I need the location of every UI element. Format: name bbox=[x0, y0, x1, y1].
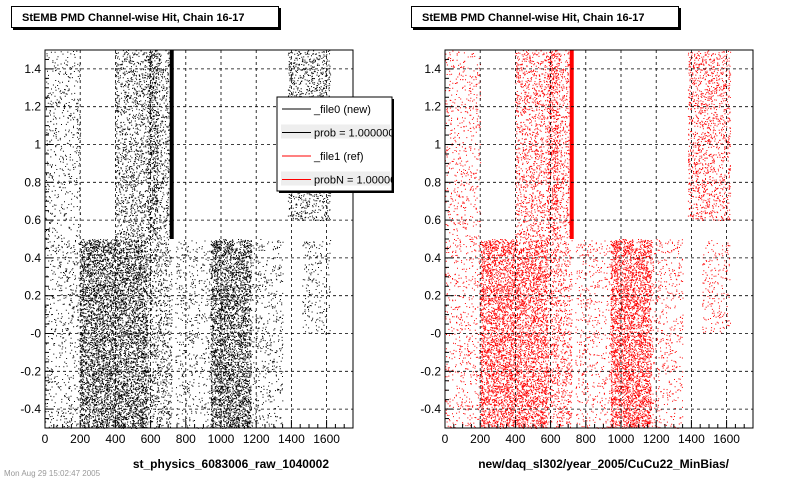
y-tick-label: -0.4 bbox=[20, 402, 41, 416]
x-tick-label: 800 bbox=[176, 432, 196, 446]
scatter-hit-points bbox=[445, 50, 732, 429]
scatter-points bbox=[45, 50, 332, 429]
y-tick-label: -0 bbox=[430, 327, 441, 341]
chart-title-left: StEMB PMD Channel-wise Hit, Chain 16-17 bbox=[11, 6, 279, 28]
y-tick-label: -0 bbox=[30, 327, 41, 341]
x-tick-label: 1000 bbox=[608, 432, 635, 446]
x-tick-label: 1400 bbox=[678, 432, 705, 446]
y-tick-label: -0.2 bbox=[20, 364, 41, 378]
legend-label: prob = 1.000000 bbox=[314, 128, 394, 140]
plot-panel-right: 0 200 400 600 800 1000 1200 1400 1600 -0.4 -0.2 -0 0… bbox=[420, 49, 754, 471]
chart-title-right: StEMB PMD Channel-wise Hit, Chain 16-17 bbox=[411, 6, 679, 28]
legend: _file0 (new) prob = 1.000000 _file1 (ref) p… bbox=[276, 96, 402, 193]
x-axis-label: new/daq_sl302/year_2005/CuCu22_MinBias/ bbox=[478, 457, 729, 471]
y-tick-label: 0.2 bbox=[24, 289, 41, 303]
x-axis-label: st_physics_6083006_raw_1040002 bbox=[133, 457, 329, 471]
y-tick-label: 0.4 bbox=[424, 251, 441, 265]
x-tick-label: 1200 bbox=[243, 432, 270, 446]
y-tick-label: 0.4 bbox=[24, 251, 41, 265]
legend-label: probN = 1.000000 bbox=[314, 175, 402, 187]
x-tick-label: 200 bbox=[70, 432, 90, 446]
y-tick-label: 1.2 bbox=[24, 100, 41, 114]
y-tick-label: 0.2 bbox=[424, 289, 441, 303]
y-tick-label: 0.8 bbox=[24, 175, 41, 189]
y-tick-label: 1.2 bbox=[424, 100, 441, 114]
grid-lines bbox=[445, 50, 753, 428]
x-tick-label: 400 bbox=[505, 432, 525, 446]
plot-panel-left: 0 200 400 600 800 1000 1200 1400 1600 -0.4 -0.2 -0 0… bbox=[20, 49, 402, 471]
x-tick-label: 800 bbox=[576, 432, 596, 446]
x-tick-label: 1600 bbox=[713, 432, 740, 446]
x-tick-label: 1600 bbox=[313, 432, 340, 446]
legend-entry-bg bbox=[281, 124, 390, 139]
x-tick-label: 1200 bbox=[643, 432, 670, 446]
y-tick-label: 0.6 bbox=[24, 213, 41, 227]
legend-label: _file0 (new) bbox=[313, 104, 371, 116]
y-tick-label: 1 bbox=[434, 138, 441, 152]
plot-frame bbox=[444, 49, 754, 429]
y-tick-label: -0.4 bbox=[420, 402, 441, 416]
y-tick-label: -0.2 bbox=[420, 364, 441, 378]
x-tick-label: 1000 bbox=[208, 432, 235, 446]
x-tick-label: 600 bbox=[141, 432, 161, 446]
y-tick-label: 0.6 bbox=[424, 213, 441, 227]
x-tick-label: 400 bbox=[105, 432, 125, 446]
x-tick-label: 0 bbox=[442, 432, 449, 446]
scatter-points bbox=[445, 50, 732, 429]
y-tick-label: 0.8 bbox=[424, 175, 441, 189]
y-tick-label: 1 bbox=[34, 138, 41, 152]
legend-entry-bg bbox=[281, 171, 390, 186]
x-tick-label: 600 bbox=[541, 432, 561, 446]
footer-timestamp: Mon Aug 29 15:02:47 2005 bbox=[4, 469, 101, 478]
x-tick-label: 1400 bbox=[278, 432, 305, 446]
y-tick-label: 1.4 bbox=[24, 62, 41, 76]
scatter-hit-points bbox=[45, 50, 332, 429]
y-tick-label: 1.4 bbox=[424, 62, 441, 76]
x-tick-label: 200 bbox=[470, 432, 490, 446]
x-tick-label: 0 bbox=[42, 432, 49, 446]
legend-label: _file1 (ref) bbox=[313, 151, 364, 163]
